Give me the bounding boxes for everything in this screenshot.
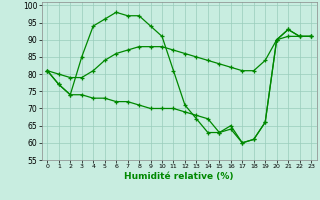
X-axis label: Humidité relative (%): Humidité relative (%) — [124, 172, 234, 181]
